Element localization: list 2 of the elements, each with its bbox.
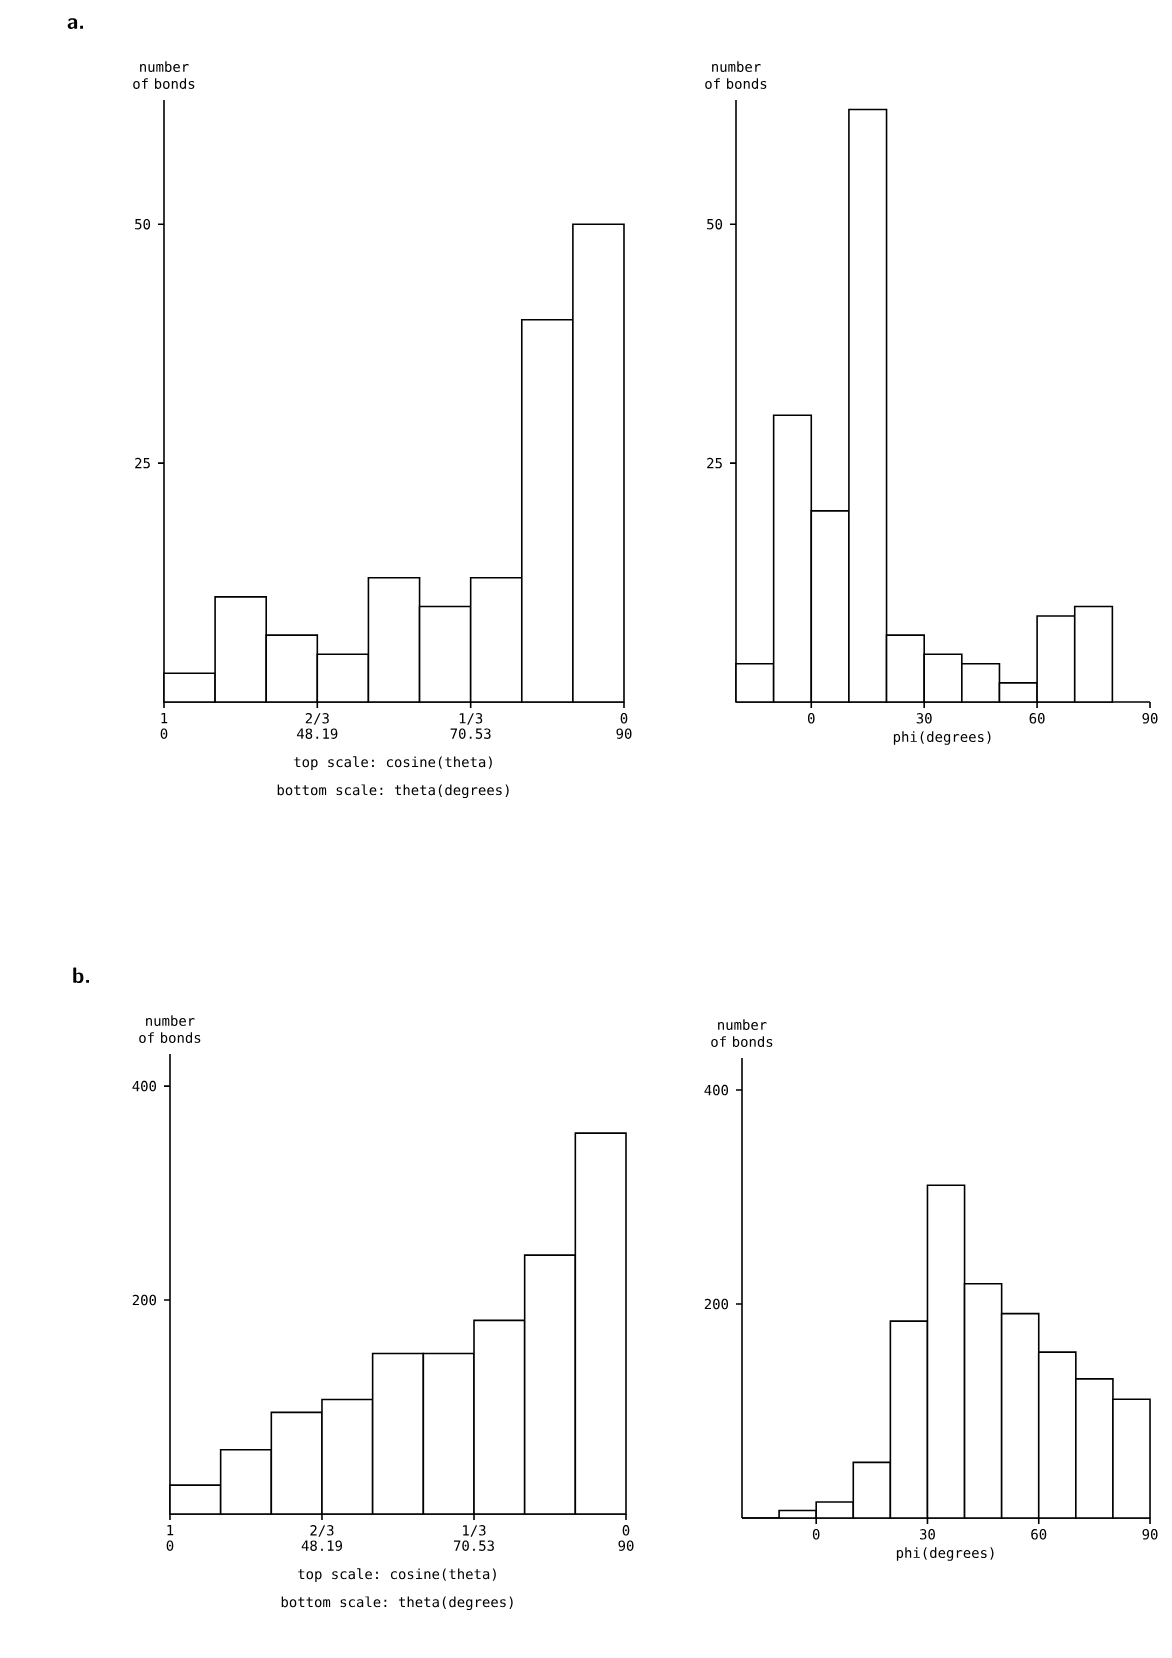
chart-title: a. bbox=[67, 18, 84, 29]
chart-title: b. bbox=[73, 967, 90, 983]
